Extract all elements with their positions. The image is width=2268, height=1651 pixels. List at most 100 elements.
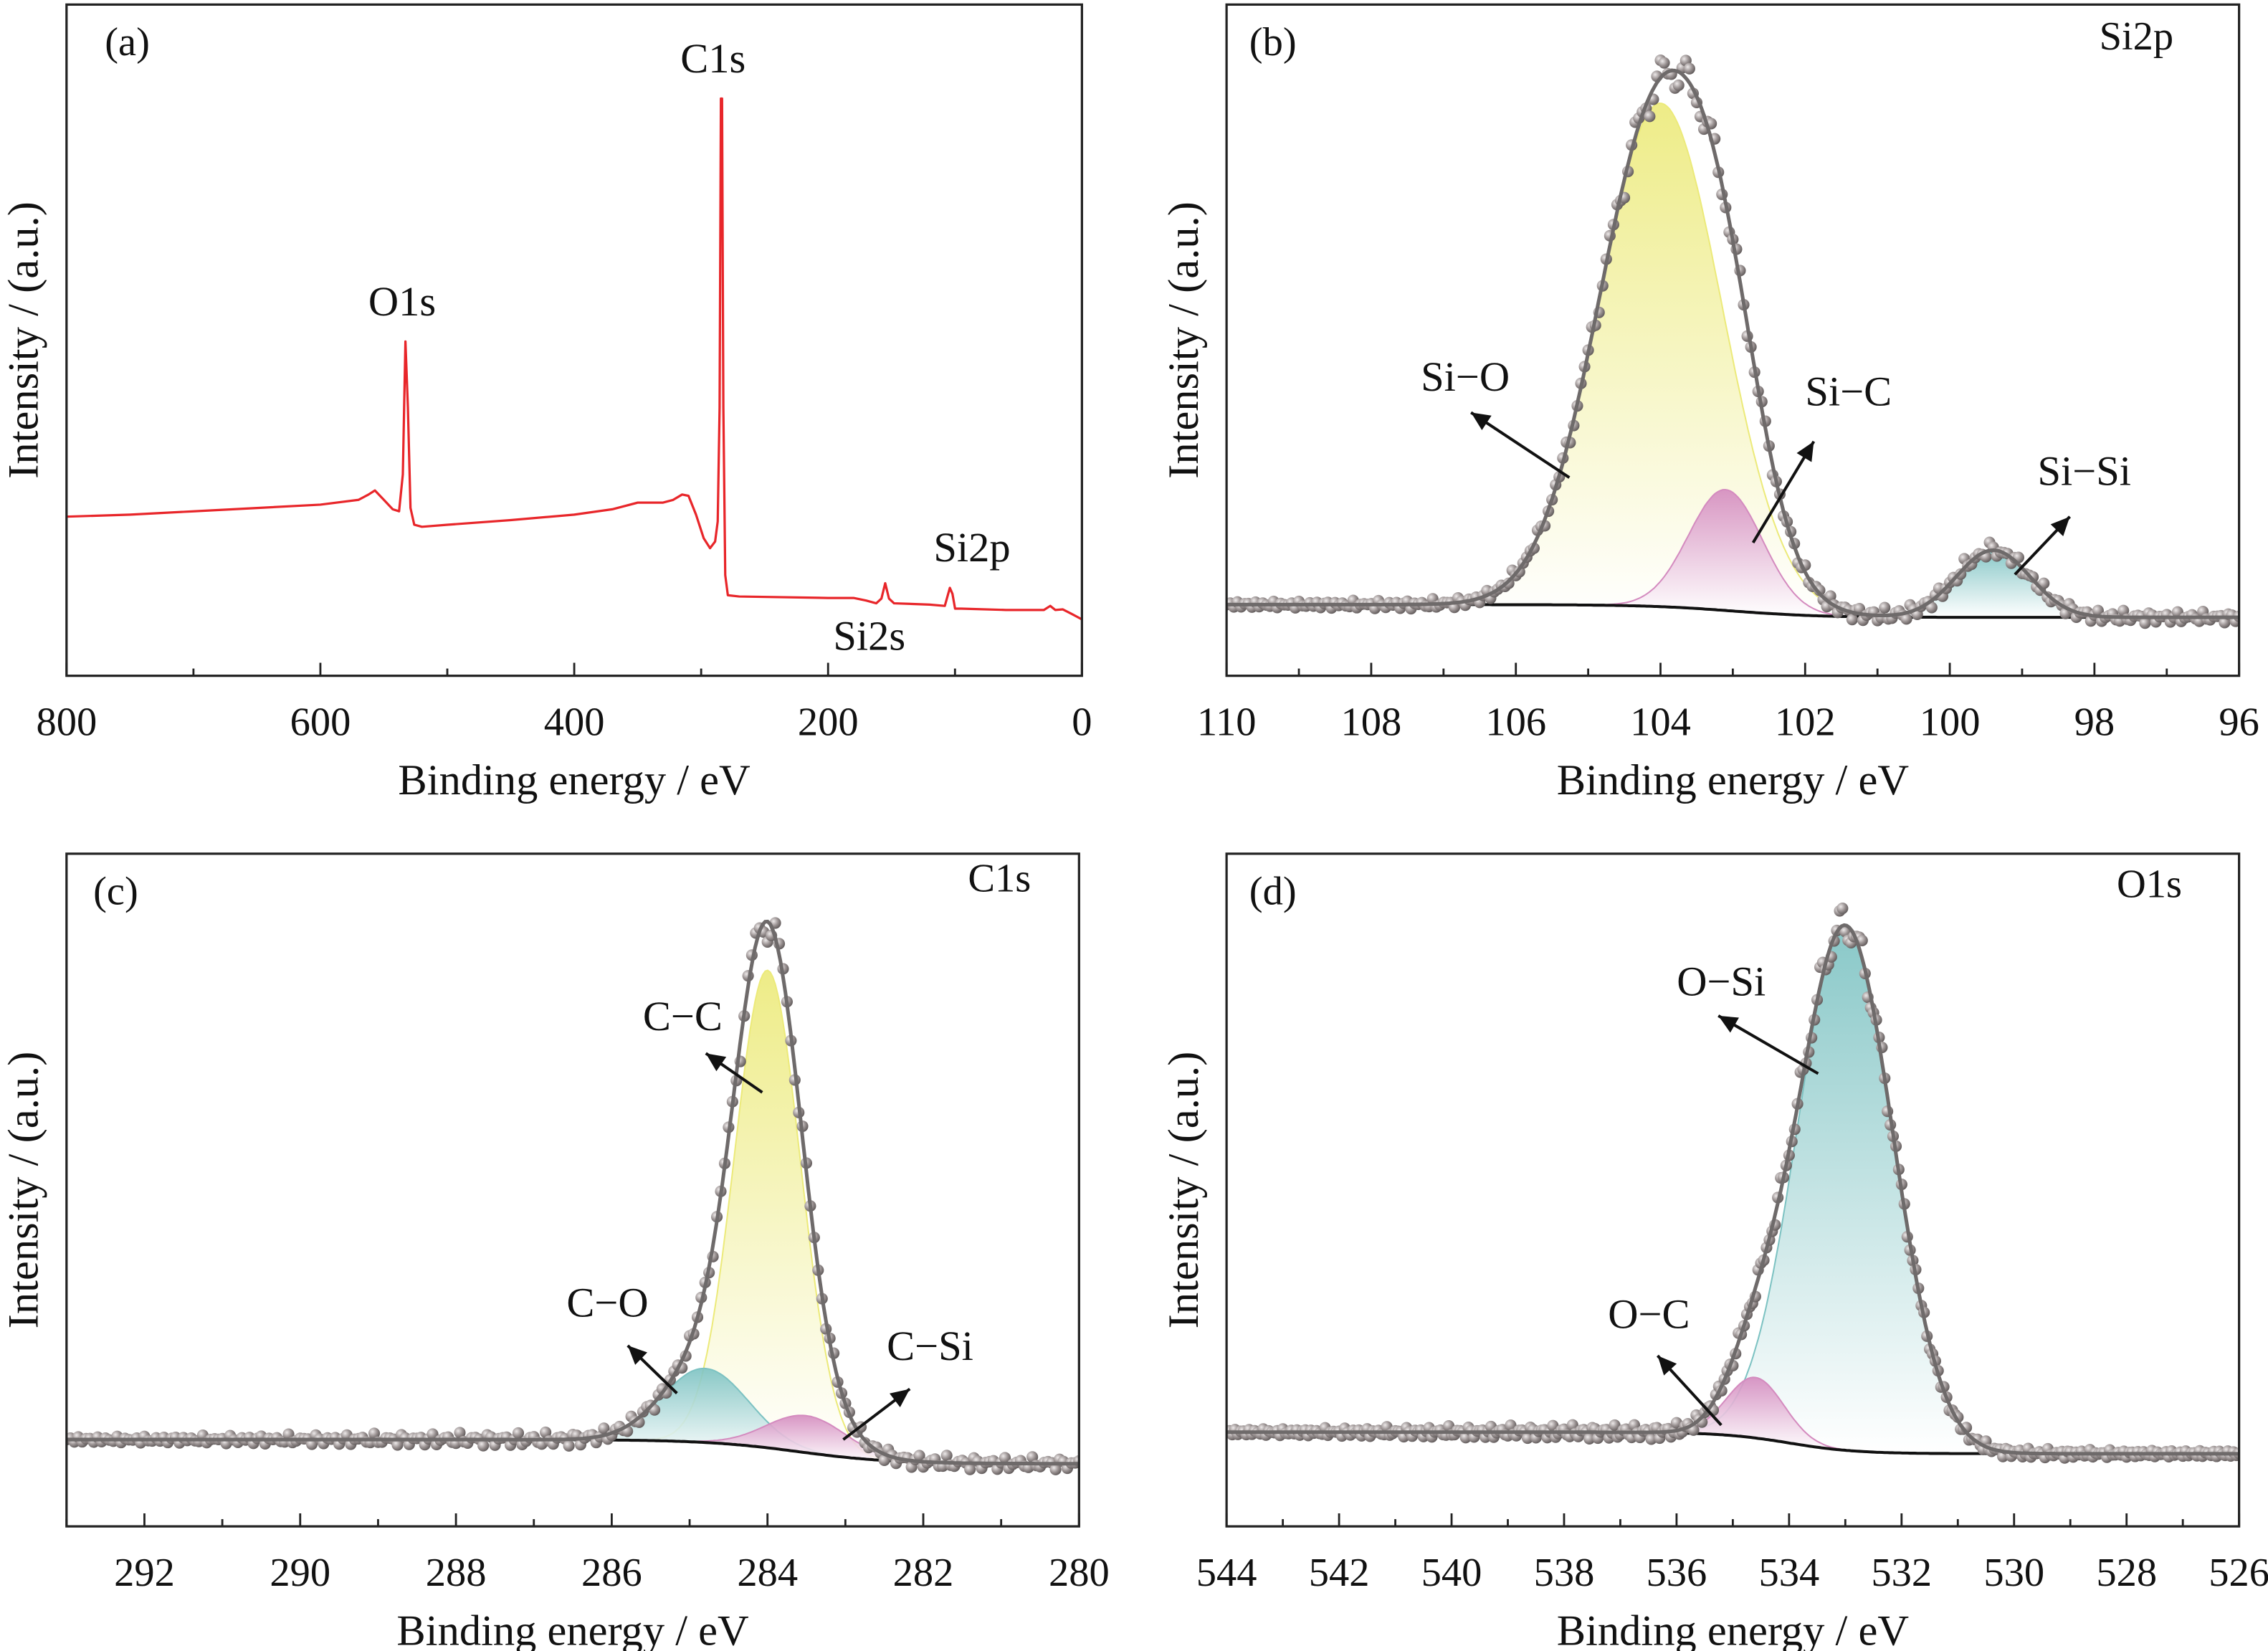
x-tick-label: 538 [1534, 1551, 1595, 1595]
data-point [454, 1427, 466, 1439]
annotation-arrow [1751, 440, 1816, 544]
peak-annotation: Si2s [833, 612, 905, 659]
x-tick-label: 290 [270, 1551, 330, 1595]
data-point [563, 1440, 575, 1452]
peak-annotation: O−Si [1677, 958, 1766, 1005]
data-point [1683, 62, 1695, 75]
fit-envelope-line [1226, 923, 2239, 1456]
y-axis-label: Intensity / (a.u.) [0, 1052, 47, 1329]
x-tick-label: 104 [1630, 700, 1691, 744]
peak-annotation: O1s [368, 278, 436, 325]
x-tick-label: 100 [1920, 700, 1981, 744]
x-tick-label: 528 [2096, 1551, 2157, 1595]
x-tick-label: 286 [581, 1551, 642, 1595]
data-point [1583, 1432, 1596, 1445]
y-axis-label: Intensity / (a.u.) [1160, 201, 1208, 479]
data-point [1644, 110, 1656, 123]
measured-points [1226, 54, 2239, 629]
y-axis-label: Intensity / (a.u.) [0, 201, 47, 479]
x-tick-label: 600 [290, 700, 351, 744]
plot-area [66, 97, 1082, 621]
fit-envelope-line [66, 919, 1080, 1466]
x-tick-label: 800 [36, 700, 97, 744]
panel-title: O1s [2117, 862, 2182, 906]
x-tick-label: 110 [1197, 700, 1257, 744]
plot-frame [65, 3, 1083, 677]
x-tick-label: 288 [426, 1551, 487, 1595]
peak-annotation: Si−O [1421, 353, 1510, 400]
x-tick-label: 542 [1309, 1551, 1370, 1595]
data-point [1836, 903, 1849, 915]
data-point [940, 1450, 953, 1462]
x-tick-label: 200 [798, 700, 859, 744]
x-tick-label: 280 [1049, 1551, 1110, 1595]
data-point [1846, 614, 1858, 626]
x-axis-label: Binding energy / eV [396, 1607, 749, 1651]
data-point [913, 1450, 925, 1462]
annotation-arrow [1717, 1014, 1819, 1075]
survey-spectrum-line [66, 97, 1082, 621]
plot-area [1226, 903, 2239, 1464]
data-point [1672, 79, 1685, 92]
data-point [391, 1439, 404, 1451]
data-point [1900, 613, 1912, 625]
panel-label: (c) [93, 869, 138, 913]
panel-c: 292 290 288 286 284 282 280 Binding energy / eV… [0, 852, 1110, 1651]
x-tick-label: 292 [114, 1551, 175, 1595]
x-tick-label: 530 [1983, 1551, 2044, 1595]
x-tick-label: 282 [893, 1551, 954, 1595]
arrowhead-icon [1471, 412, 1492, 430]
fit-envelope-line [1226, 68, 2239, 619]
data-point [512, 1427, 525, 1440]
component-peak-0 [1643, 925, 2048, 1455]
x-tick-label: 532 [1871, 1551, 1932, 1595]
data-point [999, 1452, 1011, 1464]
arrowhead-icon [705, 1053, 727, 1072]
panel-label: (b) [1249, 20, 1297, 65]
data-point [598, 1422, 610, 1434]
y-axis-label: Intensity / (a.u.) [1160, 1052, 1208, 1329]
data-point [1879, 601, 1891, 614]
x-tick-label: 284 [737, 1551, 798, 1595]
x-tick-label: 98 [2074, 700, 2115, 744]
panel-b: 110 108 106 104 102 100 98 96 Binding energy / e… [1160, 3, 2259, 804]
arrowhead-icon [890, 1389, 910, 1407]
x-tick-label: 400 [544, 700, 605, 744]
data-point [2092, 604, 2104, 617]
data-point [1609, 1419, 1621, 1431]
x-tick-label: 102 [1775, 700, 1836, 744]
data-point [477, 1440, 490, 1452]
x-tick-label: 536 [1647, 1551, 1707, 1595]
data-point [1521, 1432, 1534, 1445]
x-tick-label: 544 [1196, 1551, 1257, 1595]
annotation-arrow [1470, 411, 1571, 479]
panel-label: (d) [1249, 869, 1297, 913]
arrowhead-icon [627, 1345, 648, 1365]
x-tick-label: 106 [1485, 700, 1546, 744]
x-axis-label: Binding energy / eV [398, 756, 751, 804]
plot-area [1226, 54, 2239, 629]
data-point [1505, 1419, 1517, 1432]
data-point [427, 1428, 439, 1440]
data-point [368, 1427, 381, 1440]
arrowhead-icon [1718, 1015, 1739, 1033]
panel-d: 544 542 540 538 536 534 532 530 528 526 Binding en… [1160, 852, 2268, 1651]
peak-annotation: O−C [1608, 1291, 1690, 1338]
arrowhead-icon [2050, 516, 2070, 537]
x-tick-label: 0 [1072, 700, 1092, 744]
peak-annotation: Si−C [1805, 368, 1892, 414]
x-tick-label: 534 [1758, 1551, 1819, 1595]
peak-annotation: Si2p [933, 524, 1010, 571]
x-tick-label: 540 [1421, 1551, 1482, 1595]
peak-annotation: C−Si [887, 1323, 973, 1369]
x-tick-label: 96 [2219, 700, 2259, 744]
peak-annotation: Si−Si [2037, 447, 2131, 494]
data-point [1049, 1463, 1062, 1475]
plot-frame [65, 852, 1080, 1528]
arrowhead-icon [1657, 1356, 1677, 1376]
peak-annotation: C−C [643, 993, 723, 1039]
panel-a: 800 600 400 200 0 Binding energy / eV Intensit… [0, 3, 1092, 804]
x-axis-label: Binding energy / eV [1557, 756, 1910, 804]
x-axis-label: Binding energy / eV [1557, 1607, 1910, 1651]
